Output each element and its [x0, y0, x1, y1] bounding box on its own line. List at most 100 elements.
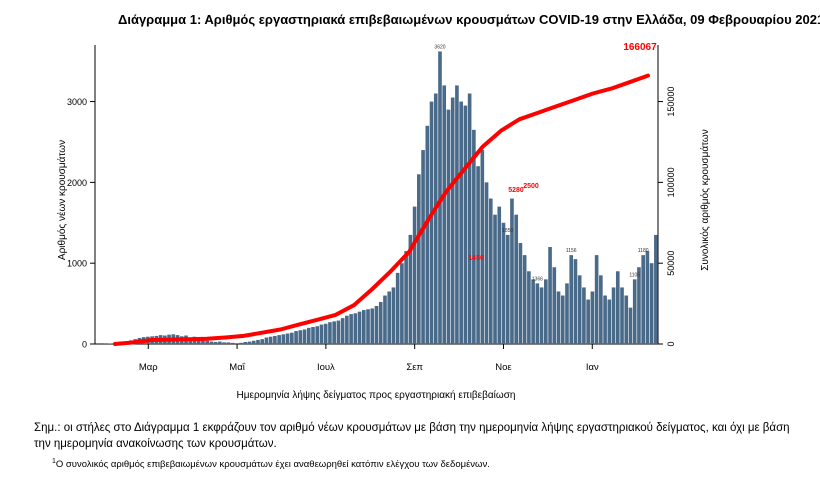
bar	[302, 329, 307, 344]
bar	[467, 93, 472, 345]
bar	[539, 287, 544, 344]
bar	[218, 341, 222, 344]
y2-tick-label: 0	[666, 341, 676, 346]
bar	[315, 326, 320, 344]
bar	[615, 271, 620, 344]
y-tick-label: 3000	[67, 97, 87, 107]
bar	[234, 343, 239, 344]
bar	[607, 299, 612, 344]
bar	[395, 272, 400, 344]
bar	[548, 247, 552, 344]
footnote-marker: 1	[52, 458, 56, 465]
bar	[497, 206, 502, 344]
bar	[624, 295, 629, 344]
bar	[391, 287, 396, 344]
bar	[480, 150, 485, 344]
bar	[586, 299, 590, 344]
bar	[628, 307, 633, 344]
bar	[273, 335, 277, 344]
bar	[488, 198, 493, 344]
bar-value-label: 1850	[502, 228, 513, 234]
x-tick-label: Μαρ	[139, 362, 158, 373]
chart-note: Σημ.: οι στήλες στο Διάγραμμα 1 εκφράζου…	[34, 422, 790, 450]
chart-footnote: 1Ο συνολικός αριθμός επιβεβαιωμένων κρου…	[52, 458, 490, 470]
bar	[645, 251, 650, 344]
bar	[213, 341, 218, 344]
y-ticks-right: 0 50000 100000 150000	[658, 87, 676, 347]
bar-value-label: 1106	[629, 272, 640, 278]
total-label: 166067	[623, 42, 657, 53]
bar	[336, 320, 341, 344]
bar	[446, 109, 451, 344]
y-tick-label: 0	[82, 340, 87, 350]
bar	[421, 150, 425, 344]
bar	[484, 182, 489, 344]
bar	[319, 324, 324, 344]
bar	[294, 331, 298, 344]
bar	[632, 279, 637, 344]
bar	[501, 222, 506, 344]
bar	[361, 310, 366, 344]
bar	[649, 263, 654, 344]
bar	[510, 198, 514, 344]
line-annotation: 1450	[468, 255, 484, 262]
x-tick-label: Ιαν	[586, 362, 599, 373]
footnote-text: Ο συνολικός αριθμός επιβεβαιωμένων κρουσ…	[55, 459, 490, 471]
bar	[256, 339, 260, 344]
x-axis-label: Ημερομηνία λήψης δείγματος προς εργαστηρ…	[237, 389, 516, 401]
bar	[582, 287, 586, 344]
bar	[429, 101, 434, 344]
chart-canvas: 0 1000 2000 3000 0 50000 100000 150000 Μαρ Μαΐ Ι…	[56, 42, 711, 401]
bar	[603, 295, 607, 344]
bar	[209, 341, 214, 344]
cumulative-line	[113, 73, 650, 346]
y-tick-label: 2000	[67, 178, 87, 188]
bar	[370, 308, 375, 344]
bar	[463, 105, 468, 344]
y2-axis-label: Συνολικός αριθμός κρουσμάτων	[699, 129, 711, 271]
bar	[205, 340, 209, 344]
bar	[565, 283, 569, 344]
x-tick-label: Ιουλ	[317, 362, 335, 373]
bar	[450, 97, 455, 344]
bar	[527, 271, 531, 344]
line-annotation: 2500	[523, 183, 539, 190]
bar	[378, 301, 383, 344]
bar	[383, 295, 387, 344]
bar-value-label: 1180	[638, 248, 649, 254]
bar	[306, 327, 311, 344]
bar	[455, 85, 459, 345]
bar	[641, 255, 646, 344]
bar	[196, 338, 201, 344]
y2-tick-label: 100000	[666, 167, 676, 197]
bar-series	[103, 51, 658, 345]
bar	[522, 255, 527, 344]
bar-value-label: 3620	[434, 44, 445, 50]
y2-tick-label: 150000	[666, 87, 676, 117]
bar	[476, 166, 480, 344]
bar	[264, 337, 269, 344]
bar	[573, 259, 578, 344]
x-tick-label: Μαΐ	[229, 362, 245, 373]
bar	[599, 275, 603, 344]
bar	[518, 242, 523, 344]
bar	[442, 85, 447, 345]
bar	[417, 174, 421, 344]
bar	[556, 291, 561, 344]
bar	[387, 291, 392, 344]
bar	[340, 318, 345, 344]
y2-tick-label: 50000	[666, 251, 676, 276]
bar	[535, 283, 540, 344]
bar	[408, 234, 413, 344]
bar-value-label: 1156	[566, 248, 577, 254]
bar	[505, 234, 510, 344]
bar	[654, 234, 658, 344]
bar	[569, 255, 574, 344]
y-axis-label: Αριθμός νέων κρουσμάτων	[56, 140, 68, 260]
bar	[620, 287, 624, 344]
bar	[357, 311, 362, 344]
chart-title: Διάγραμμα 1: Αριθμός εργαστηριακά επιβεβ…	[118, 12, 820, 27]
bar	[493, 214, 497, 344]
x-ticks: Μαρ Μαΐ Ιουλ Σεπ Νοε Ιαν	[139, 344, 599, 373]
bar	[285, 333, 290, 344]
